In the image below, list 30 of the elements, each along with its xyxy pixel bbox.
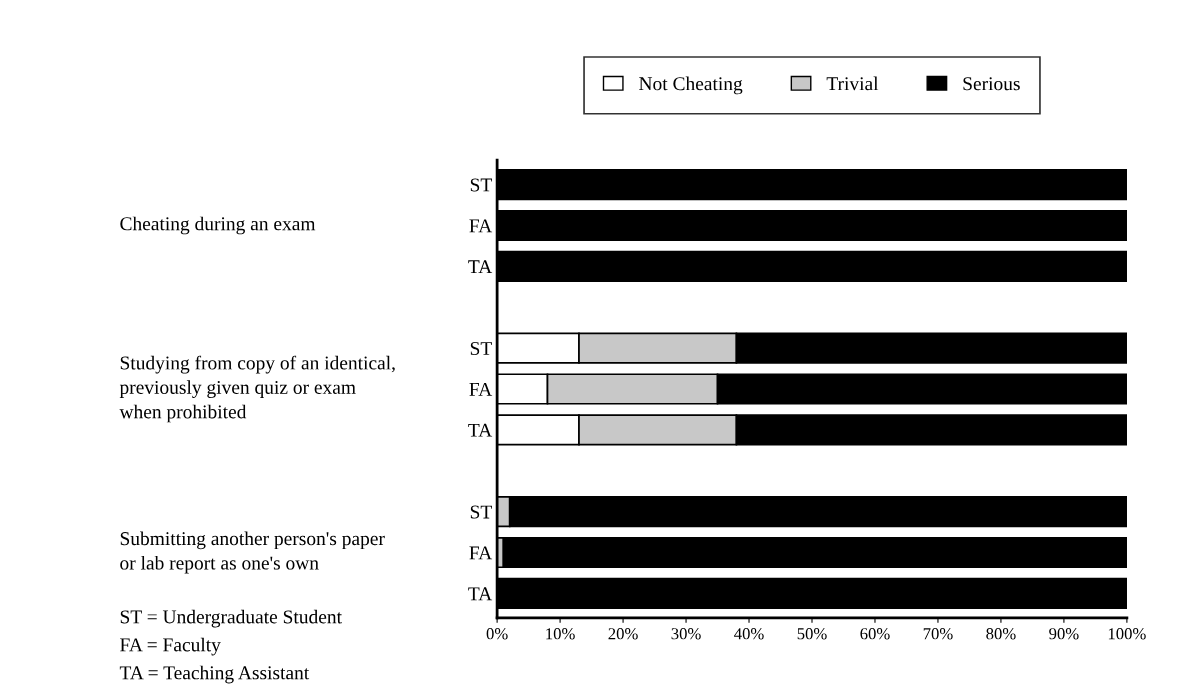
y-tick-label: TA <box>468 587 493 601</box>
x-tick-label: 70% <box>923 628 953 640</box>
x-tick-label: 30% <box>671 628 701 640</box>
x-tick-label: 90% <box>1049 628 1079 640</box>
legend-label: Not Cheating <box>639 76 743 95</box>
y-tick-label: ST <box>470 505 492 519</box>
text: Cheating during an exam <box>120 216 316 235</box>
text: FA = Faculty <box>120 637 221 656</box>
bar <box>502 536 1127 569</box>
x-tick-label: 10% <box>546 628 575 640</box>
x-tick-label: 0% <box>486 628 508 640</box>
x-tick-label: 20% <box>608 628 638 640</box>
x-tick-label: 80% <box>986 628 1016 640</box>
text: Submitting another person's paper or lab report as one's own <box>120 531 385 574</box>
y-tick-label: TA <box>468 260 493 274</box>
text: TA = Teaching Assistant <box>119 665 310 684</box>
legend-label: Trivial <box>826 76 879 91</box>
y-tick-label: FA <box>469 546 493 560</box>
x-tick-label: 60% <box>860 628 890 640</box>
text: ST = Undergraduate Student <box>120 609 342 628</box>
legend-label: Serious <box>963 77 1020 91</box>
y-tick-label: FA <box>469 219 493 233</box>
x-tick-label: 40% <box>734 628 764 640</box>
y-tick-label: ST <box>470 341 492 356</box>
x-tick-label: 100% <box>1108 628 1146 640</box>
text: Studying from copy of an identical, previously given quiz or exam when prohibited <box>119 355 395 423</box>
y-tick-label: ST <box>470 178 492 192</box>
y-tick-label: TA <box>468 423 493 437</box>
x-tick-label: 50% <box>797 628 827 640</box>
y-tick-label: FA <box>469 382 493 396</box>
